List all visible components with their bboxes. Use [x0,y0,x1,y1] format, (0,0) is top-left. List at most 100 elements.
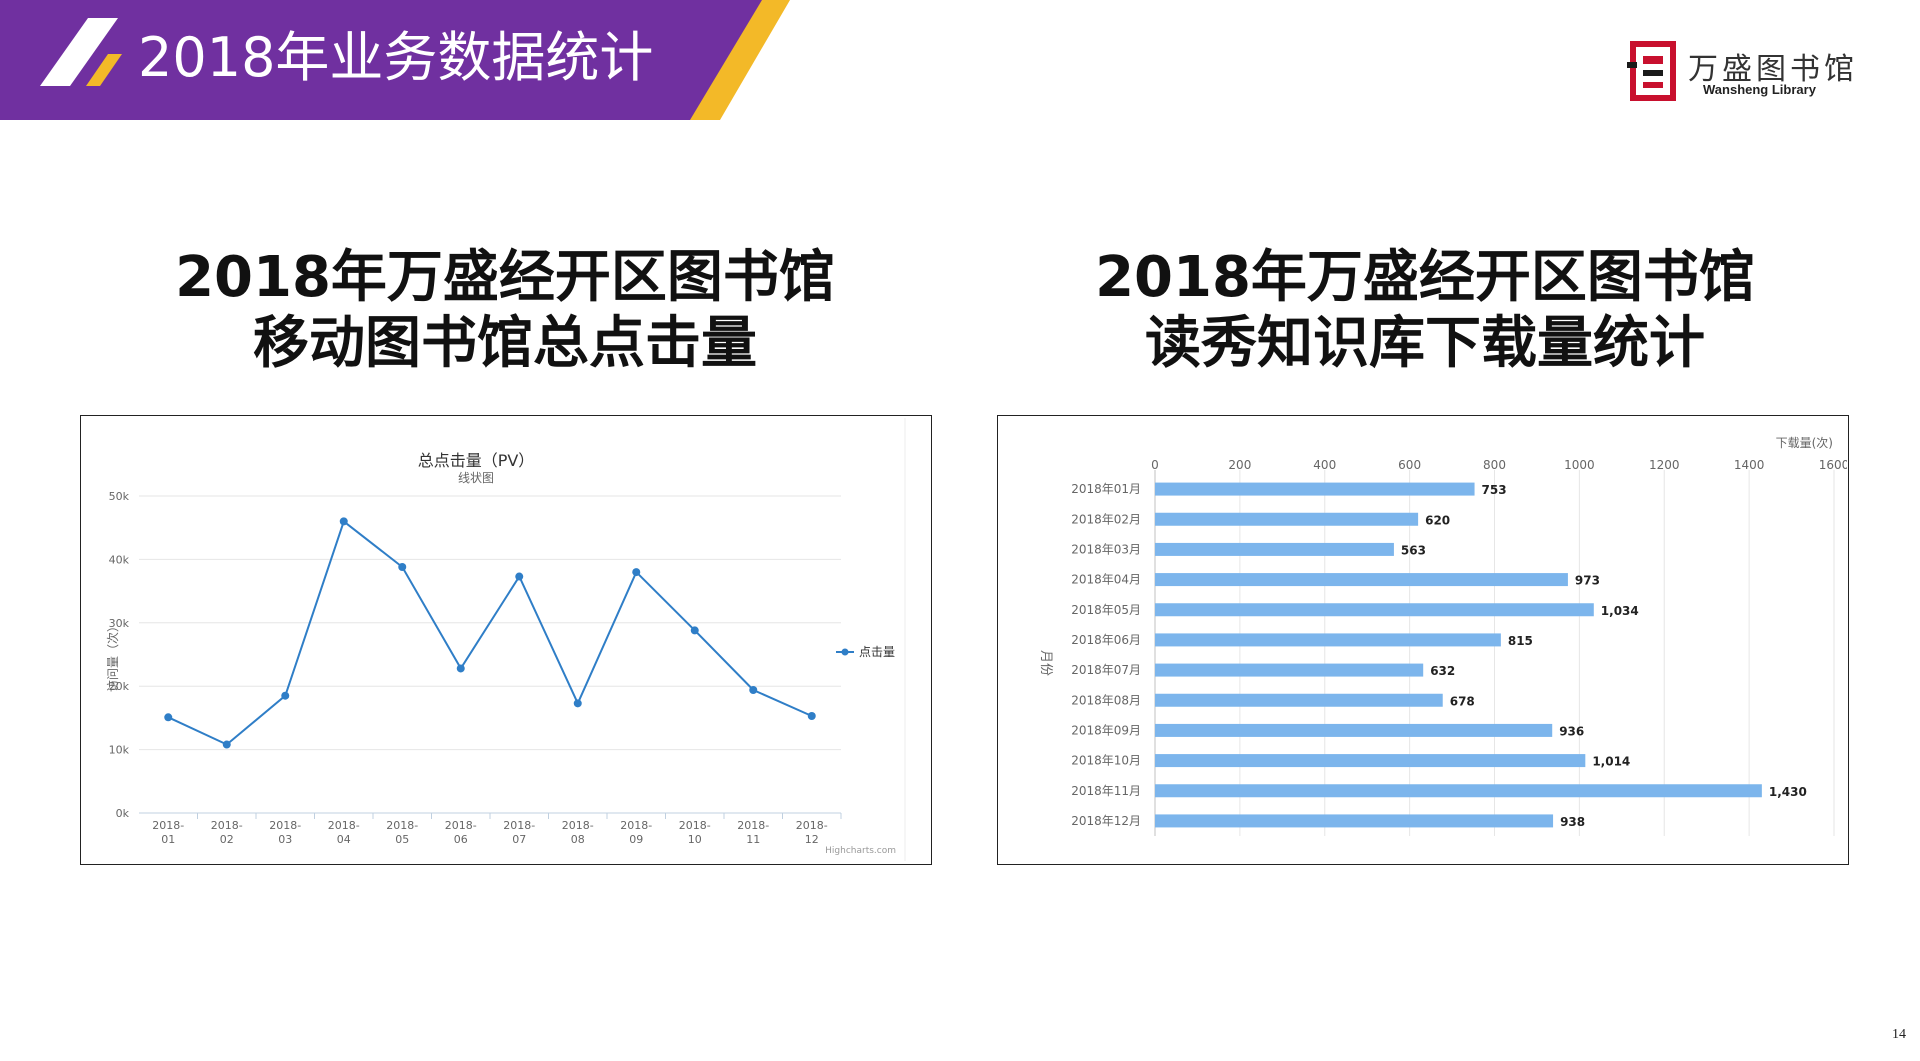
bar-chart-x-tick-label: 1600 [1819,458,1847,472]
bar-chart-bar[interactable] [1155,633,1501,647]
line-chart-x-tick-label: 2018-07 [503,819,535,846]
bar-chart-bar[interactable] [1155,512,1419,526]
bar-chart-category-label: 2018年04月 [1071,573,1141,587]
bar-chart-value-label: 973 [1575,574,1600,588]
line-chart-x-tick-label: 2018-09 [620,819,652,846]
bar-chart-bar[interactable] [1155,784,1762,798]
left-chart-heading-line1: 2018年万盛经开区图书馆 [175,245,835,310]
banner-slash-white [40,18,118,86]
line-chart-subtitle: 线状图 [458,471,494,485]
library-seal-icon [1627,41,1676,101]
bar-chart-value-label: 815 [1508,634,1533,648]
bar-chart-y-axis-label: 月份 [1038,650,1053,676]
bar-chart-category-label: 2018年08月 [1071,693,1141,707]
bar-chart-x-tick-label: 0 [1151,458,1159,472]
line-chart-y-tick-label: 10k [109,744,130,757]
line-chart-x-tick-label: 2018-12 [796,819,828,846]
banner-slash-gold [86,54,122,86]
left-chart-heading: 2018年万盛经开区图书馆 移动图书馆总点击量 [75,245,935,377]
line-chart-x-tick-label: 2018-04 [328,819,360,846]
bar-chart-bar[interactable] [1155,663,1424,677]
line-chart-x-tick-label: 2018-01 [152,819,184,846]
bar-chart-bar[interactable] [1155,754,1586,768]
bar-chart-grid [1154,470,1835,836]
line-chart-point[interactable] [690,626,699,635]
bar-chart-category-label: 2018年02月 [1071,512,1141,526]
bar-chart-x-tick-label: 1000 [1564,458,1595,472]
bar-chart-x-tick-label: 200 [1228,458,1251,472]
line-chart-point[interactable] [398,563,407,572]
line-chart-title: 总点击量（PV） [418,451,535,470]
bar-chart-x-ticks: 0 200 400 600 800 1000 1200 1400 1600 [1151,458,1849,472]
line-chart-point[interactable] [339,517,348,526]
bar-chart-bar[interactable] [1155,693,1443,707]
banner-shape [0,0,790,120]
bar-chart-x-tick-label: 1200 [1649,458,1680,472]
right-chart-heading-line2: 读秀知识库下载量统计 [1145,311,1705,376]
line-chart-y-tick-label: 30k [109,617,130,630]
bar-chart-frame: 下载量(次) 月份 0 200 400 600 800 1000 1200 1400 1600 … [997,415,1849,865]
bar-chart-category-label: 2018年12月 [1071,814,1141,828]
bar-chart-value-label: 936 [1559,724,1584,738]
bar-chart-value-label: 938 [1560,815,1585,829]
line-chart-point[interactable] [515,572,524,581]
bar-chart-value-label: 632 [1430,664,1455,678]
bar-chart-x-axis-label: 下载量(次) [1776,436,1833,450]
line-chart-x-tick-label: 2018-06 [445,819,477,846]
bar-chart-value-label: 620 [1425,513,1450,527]
library-logo: 万盛图书馆 Wansheng Library [1625,40,1855,110]
line-chart-point[interactable] [456,664,465,673]
bar-chart-bar[interactable] [1155,814,1554,828]
bar-chart-category-label: 2018年07月 [1071,663,1141,677]
bar-chart-bar[interactable] [1155,573,1568,587]
line-chart-point[interactable] [222,740,231,749]
bar-chart-category-label: 2018年06月 [1071,633,1141,647]
bar-chart-category-label: 2018年10月 [1071,754,1141,768]
line-chart-x-tick-label: 2018-02 [211,819,243,846]
line-chart-point[interactable] [632,568,641,577]
line-chart-point[interactable] [281,691,290,700]
line-chart-y-tick-label: 40k [109,553,130,566]
bar-chart: 下载量(次) 月份 0 200 400 600 800 1000 1200 1400 1600 … [1038,436,1849,836]
line-chart-y-tick-label: 50k [109,490,130,503]
bar-chart-x-tick-label: 1400 [1734,458,1765,472]
bar-chart-x-tick-label: 600 [1398,458,1421,472]
logo-chinese-name: 万盛图书馆 [1688,52,1858,87]
line-chart-point[interactable] [573,699,582,708]
line-chart-frame: 总点击量（PV） 线状图 访问量（次） 0k 10k 20k 30k 40k 50k 20… [80,415,932,865]
bar-chart-value-label: 1,034 [1601,604,1639,618]
line-chart-y-tick-label: 0k [116,807,130,820]
line-chart-x-tick-label: 2018-11 [737,819,769,846]
bar-chart-bar[interactable] [1155,482,1475,496]
bar-chart-category-label: 2018年03月 [1071,542,1141,556]
bar-chart-category-label: 2018年01月 [1071,482,1141,496]
line-chart-grid [139,495,841,814]
page-number: 14 [1892,1027,1906,1042]
bar-chart-bar[interactable] [1155,542,1394,556]
line-chart-y-ticks: 0k 10k 20k 30k 40k 50k [109,490,130,820]
line-chart-legend[interactable]: 点击量 [836,645,895,659]
header-banner: 2018年业务数据统计 [0,0,820,120]
right-chart-heading: 2018年万盛经开区图书馆 读秀知识库下载量统计 [995,245,1855,377]
line-chart-x-tick-label: 2018-05 [386,819,418,846]
bar-chart-x-tick-label: 800 [1483,458,1506,472]
line-chart-x-tick-label: 2018-03 [269,819,301,846]
line-chart-point[interactable] [807,711,816,720]
line-chart-point[interactable] [749,686,758,695]
line-chart: 总点击量（PV） 线状图 访问量（次） 0k 10k 20k 30k 40k 50k 20… [106,418,906,861]
bar-chart-value-labels: 753 620 563 973 1,034 815 632 678 936 1,014 1,430 9… [1401,483,1807,829]
bar-chart-value-label: 1,014 [1592,755,1630,769]
line-chart-legend-label: 点击量 [859,645,895,659]
bar-chart-category-label: 2018年11月 [1071,784,1141,798]
line-chart-point[interactable] [164,713,173,722]
bar-chart-bar[interactable] [1155,723,1553,737]
logo-english-name: Wansheng Library [1703,82,1816,97]
line-chart-x-tick-label: 2018-08 [562,819,594,846]
page-title: 2018年业务数据统计 [138,26,654,89]
line-chart-credit[interactable]: Highcharts.com [825,846,896,856]
line-chart-series-line [167,519,813,746]
banner-purple-band [0,0,762,120]
bar-chart-category-label: 2018年05月 [1071,603,1141,617]
bar-chart-category-label: 2018年09月 [1071,723,1141,737]
bar-chart-bar[interactable] [1155,603,1594,617]
